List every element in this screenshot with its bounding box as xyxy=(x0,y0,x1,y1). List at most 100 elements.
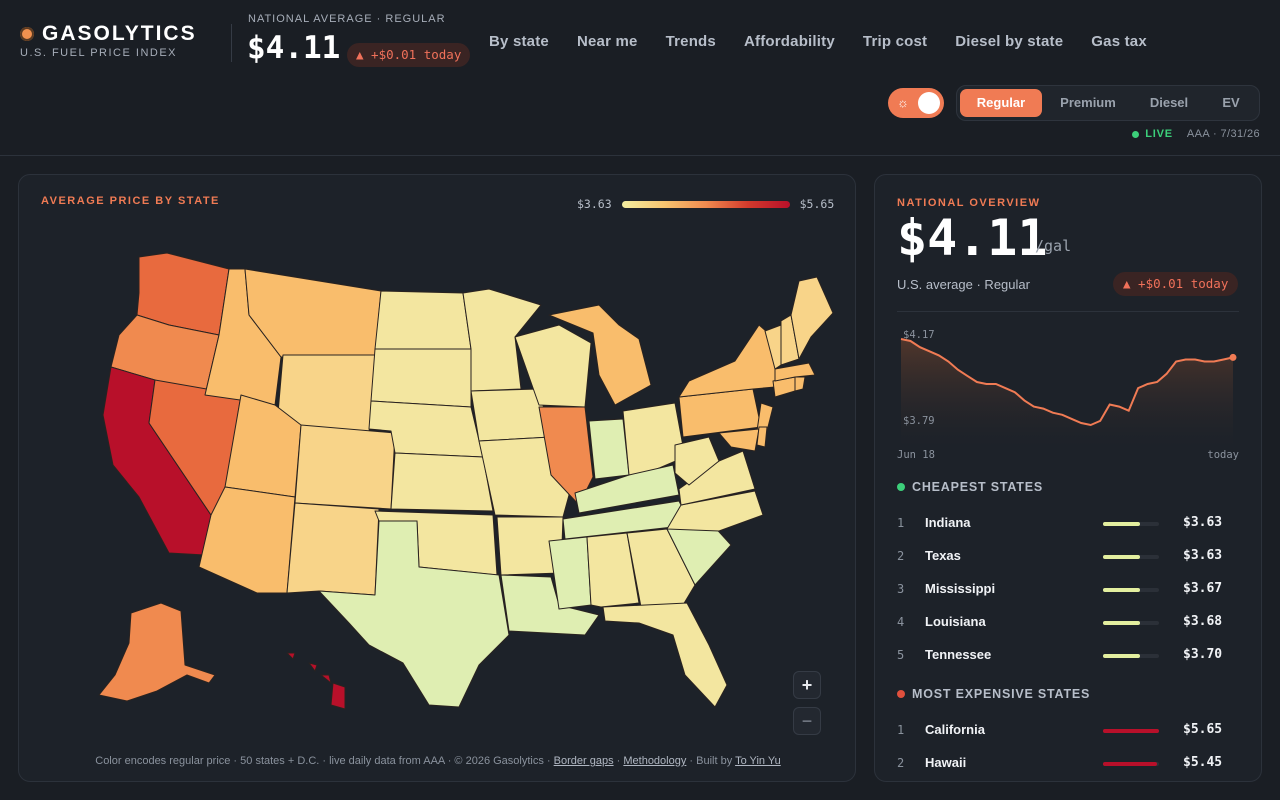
price-trend-chart xyxy=(900,338,1237,447)
price-bar-fill xyxy=(1103,588,1140,592)
state-north-carolina[interactable] xyxy=(666,490,764,532)
state-west-virginia[interactable] xyxy=(674,436,720,486)
ranked-state-row[interactable]: 3 Mississippi $3.67 xyxy=(897,579,1239,601)
brand-tagline: U.S. FUEL PRICE INDEX xyxy=(20,47,178,59)
price-bar-fill xyxy=(1103,654,1140,658)
nav-near-me[interactable]: Near me xyxy=(576,33,638,50)
trend-area xyxy=(901,339,1233,447)
methodology-link[interactable]: Methodology xyxy=(623,755,687,767)
state-name: California xyxy=(925,722,985,737)
state-massachusetts[interactable] xyxy=(774,362,816,382)
cheapest-states-heading: CHEAPEST STATES xyxy=(897,480,1043,494)
author-link[interactable]: To Yin Yu xyxy=(735,755,781,767)
rank-number: 2 xyxy=(897,756,905,770)
fuel-tab-regular[interactable]: Regular xyxy=(960,89,1042,117)
legend-max: $5.65 xyxy=(799,197,835,211)
footer-built: · Built by xyxy=(686,755,736,767)
state-rhode-island[interactable] xyxy=(794,376,806,392)
rank-number: 4 xyxy=(897,615,905,629)
nav-trends[interactable]: Trends xyxy=(665,33,716,50)
trend-endpoint xyxy=(1229,353,1237,361)
map-footer: Color encodes regular price · 50 states … xyxy=(95,755,781,767)
state-name: Mississippi xyxy=(925,581,996,596)
price-bar-track xyxy=(1103,729,1159,733)
ranked-state-row[interactable]: 1 Indiana $3.63 xyxy=(897,513,1239,535)
rank-number: 1 xyxy=(897,723,905,737)
state-ohio[interactable] xyxy=(622,402,686,476)
state-kentucky[interactable] xyxy=(574,464,680,514)
state-maine[interactable] xyxy=(790,276,834,360)
nav-trip-cost[interactable]: Trip cost xyxy=(862,33,928,50)
state-colorado[interactable] xyxy=(294,424,396,510)
price-bar-fill xyxy=(1103,555,1140,559)
main-nav: By state Near me Trends Affordability Tr… xyxy=(489,33,1175,50)
overview-price: $4.11 xyxy=(897,209,1048,267)
brand-logo-icon xyxy=(20,27,34,41)
price-bar-track xyxy=(1103,522,1159,526)
state-maryland[interactable] xyxy=(718,428,760,452)
trend-low-label: $3.79 xyxy=(903,415,935,427)
zoom-out-button[interactable]: − xyxy=(793,707,821,735)
ranked-state-row[interactable]: 2 Hawaii $5.45 xyxy=(897,753,1239,775)
data-source-date: AAA · 7/31/26 xyxy=(1186,128,1260,140)
fuel-tab-ev[interactable]: EV xyxy=(1222,95,1240,110)
fuel-tab-premium[interactable]: Premium xyxy=(1060,95,1116,110)
price-bar-track xyxy=(1103,555,1159,559)
state-texas[interactable] xyxy=(318,520,510,708)
red-dot-icon xyxy=(897,690,905,698)
fuel-tab-diesel[interactable]: Diesel xyxy=(1149,95,1189,110)
ranked-state-row[interactable]: 1 California $5.65 xyxy=(897,720,1239,742)
state-price: $3.63 xyxy=(1183,515,1223,530)
state-south-dakota[interactable] xyxy=(370,348,472,408)
overview-divider xyxy=(897,311,1239,312)
live-status-icon xyxy=(1132,130,1140,138)
ranked-state-row[interactable]: 4 Louisiana $3.68 xyxy=(897,612,1239,634)
price-bar-track xyxy=(1103,621,1159,625)
state-price: $3.70 xyxy=(1183,647,1223,662)
rank-number: 5 xyxy=(897,648,905,662)
legend-gradient xyxy=(621,200,790,208)
nav-by-state[interactable]: By state xyxy=(489,33,549,50)
state-georgia[interactable] xyxy=(626,528,696,608)
state-name: Hawaii xyxy=(925,755,967,770)
overview-subtitle: U.S. average · Regular xyxy=(897,277,1030,292)
state-alabama[interactable] xyxy=(586,532,640,608)
state-delaware[interactable] xyxy=(756,426,768,448)
zoom-in-button[interactable]: + xyxy=(793,671,821,699)
brand-name: GASOLYTICS xyxy=(42,22,197,45)
state-name: Texas xyxy=(925,548,961,563)
nav-affordability[interactable]: Affordability xyxy=(743,33,835,50)
border-gaps-link[interactable]: Border gaps xyxy=(553,755,614,767)
state-new-mexico[interactable] xyxy=(286,502,380,596)
state-wisconsin[interactable] xyxy=(514,324,592,408)
price-bar-track xyxy=(1103,588,1159,592)
state-michigan[interactable] xyxy=(548,304,652,406)
price-legend: $3.63 $5.65 xyxy=(577,197,834,211)
state-name: Tennessee xyxy=(925,647,992,662)
ranked-state-row[interactable]: 2 Texas $3.63 xyxy=(897,546,1239,568)
price-bar-track xyxy=(1103,762,1159,766)
price-bar-fill xyxy=(1103,522,1140,526)
state-alaska[interactable] xyxy=(98,602,216,702)
state-missouri[interactable] xyxy=(478,436,570,518)
state-kansas[interactable] xyxy=(390,452,494,512)
state-minnesota[interactable] xyxy=(462,288,542,392)
rank-number: 2 xyxy=(897,549,905,563)
state-indiana[interactable] xyxy=(588,418,630,480)
nav-diesel-by-state[interactable]: Diesel by state xyxy=(955,33,1064,50)
state-hawaii[interactable] xyxy=(286,652,346,710)
state-price: $3.68 xyxy=(1183,614,1223,629)
state-north-dakota[interactable] xyxy=(374,290,472,350)
state-new-york[interactable] xyxy=(678,324,776,398)
theme-toggle[interactable]: ☼ xyxy=(888,88,944,118)
footer-text: Color encodes regular price · 50 states … xyxy=(95,755,554,767)
state-price: $3.63 xyxy=(1183,548,1223,563)
state-map-card: AVERAGE PRICE BY STATE $3.63 $5.65 + − C… xyxy=(18,174,856,782)
state-florida[interactable] xyxy=(602,602,728,708)
nav-gas-tax[interactable]: Gas tax xyxy=(1091,33,1147,50)
rank-number: 1 xyxy=(897,516,905,530)
state-louisiana[interactable] xyxy=(500,574,600,636)
national-average-label: NATIONAL AVERAGE · REGULAR xyxy=(248,13,446,25)
ranked-state-row[interactable]: 5 Tennessee $3.70 xyxy=(897,645,1239,667)
map-title: AVERAGE PRICE BY STATE xyxy=(41,195,220,207)
